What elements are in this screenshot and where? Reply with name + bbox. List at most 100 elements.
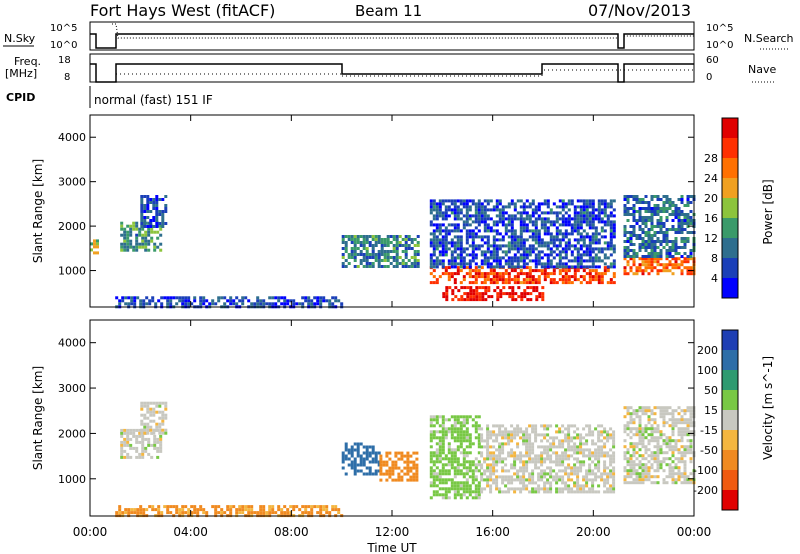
heatmap-cell bbox=[492, 472, 496, 476]
heatmap-cell bbox=[585, 205, 589, 209]
heatmap-cell bbox=[591, 484, 595, 488]
heatmap-cell bbox=[516, 238, 520, 242]
heatmap-cell bbox=[582, 478, 586, 482]
heatmap-cell bbox=[307, 511, 311, 515]
heatmap-cell bbox=[534, 436, 538, 440]
heatmap-cell bbox=[582, 259, 586, 263]
heatmap-cell bbox=[573, 463, 577, 467]
heatmap-cell bbox=[603, 211, 607, 215]
heatmap-cell bbox=[152, 216, 156, 219]
heatmap-cell bbox=[196, 511, 200, 515]
heatmap-cell bbox=[241, 296, 245, 300]
heatmap-cell bbox=[441, 259, 445, 263]
heatmap-cell bbox=[623, 272, 627, 276]
heatmap-cell bbox=[686, 451, 690, 455]
heatmap-cell bbox=[432, 418, 436, 422]
heatmap-cell bbox=[579, 487, 583, 491]
heatmap-cell bbox=[356, 469, 360, 473]
heatmap-cell bbox=[124, 511, 128, 515]
heatmap-cell bbox=[656, 263, 660, 267]
heatmap-cell bbox=[389, 262, 393, 265]
heatmap-cell bbox=[579, 259, 583, 263]
heatmap-cell bbox=[510, 199, 514, 203]
heatmap-cell bbox=[429, 475, 433, 479]
heatmap-cell bbox=[671, 409, 675, 413]
heatmap-cell bbox=[561, 451, 565, 455]
heatmap-cell bbox=[175, 511, 179, 515]
heatmap-cell bbox=[609, 214, 613, 218]
heatmap-cell bbox=[138, 242, 142, 246]
heatmap-cell bbox=[244, 296, 248, 300]
heatmap-cell bbox=[644, 201, 648, 204]
heatmap-cell bbox=[680, 222, 684, 225]
heatmap-cell bbox=[316, 505, 320, 509]
heatmap-cell bbox=[205, 511, 209, 515]
heatmap-cell bbox=[659, 240, 663, 243]
heatmap-cell bbox=[549, 253, 553, 257]
heatmap-cell bbox=[552, 439, 556, 443]
heatmap-cell bbox=[579, 223, 583, 227]
heatmap-cell bbox=[444, 235, 448, 239]
heatmap-cell bbox=[127, 302, 131, 306]
heatmap-cell bbox=[438, 460, 442, 464]
heatmap-cell bbox=[647, 252, 651, 255]
heatmap-cell bbox=[132, 428, 136, 432]
heatmap-cell bbox=[546, 253, 550, 257]
heatmap-cell bbox=[671, 201, 675, 204]
heatmap-cell bbox=[567, 223, 571, 227]
heatmap-cell bbox=[585, 272, 589, 276]
heatmap-cell bbox=[522, 226, 526, 230]
heatmap-cell bbox=[671, 448, 675, 452]
heatmap-cell bbox=[453, 484, 457, 488]
heatmap-cell bbox=[462, 493, 466, 497]
heatmap-cell bbox=[465, 223, 469, 227]
heatmap-cell bbox=[211, 299, 215, 303]
heatmap-cell bbox=[597, 211, 601, 215]
heatmap-cell bbox=[531, 244, 535, 248]
heatmap-cell bbox=[480, 445, 484, 449]
heatmap-cell bbox=[158, 410, 162, 414]
heatmap-cell bbox=[489, 244, 493, 248]
heatmap-cell bbox=[528, 460, 532, 464]
heatmap-cell bbox=[507, 436, 511, 440]
heatmap-cell bbox=[495, 424, 499, 428]
heatmap-cell bbox=[585, 478, 589, 482]
heatmap-cell bbox=[558, 272, 562, 276]
heatmap-cell bbox=[466, 292, 470, 296]
heatmap-cell bbox=[528, 259, 532, 263]
heatmap-cell bbox=[531, 457, 535, 461]
heatmap-cell bbox=[163, 296, 167, 300]
heatmap-cell bbox=[474, 235, 478, 239]
heatmap-cell bbox=[495, 232, 499, 236]
heatmap-cell bbox=[671, 257, 675, 261]
heatmap-cell bbox=[152, 410, 156, 414]
heatmap-cell bbox=[214, 302, 218, 306]
heatmap-cell bbox=[516, 445, 520, 449]
heatmap-cell bbox=[178, 296, 182, 300]
heatmap-cell bbox=[591, 262, 595, 266]
heatmap-cell bbox=[591, 220, 595, 224]
heatmap-cell bbox=[453, 256, 457, 260]
heatmap-cell bbox=[683, 466, 687, 470]
heatmap-cell bbox=[184, 505, 188, 509]
heatmap-cell bbox=[268, 296, 272, 300]
heatmap-cell bbox=[498, 448, 502, 452]
heatmap-cell bbox=[677, 472, 681, 476]
heatmap-cell bbox=[140, 401, 144, 405]
heatmap-cell bbox=[456, 415, 460, 419]
heatmap-cell bbox=[567, 487, 571, 491]
heatmap-cell bbox=[609, 238, 613, 242]
heatmap-cell bbox=[471, 232, 475, 236]
heatmap-cell bbox=[304, 296, 308, 300]
heatmap-cell bbox=[391, 469, 395, 473]
heatmap-cell bbox=[507, 223, 511, 227]
heatmap-cell bbox=[638, 406, 642, 410]
heatmap-cell bbox=[120, 233, 124, 237]
heatmap-cell bbox=[161, 210, 165, 213]
heatmap-cell bbox=[537, 275, 541, 279]
heatmap-cell bbox=[120, 440, 124, 444]
heatmap-cell bbox=[576, 241, 580, 245]
heatmap-cell bbox=[438, 469, 442, 473]
heatmap-cell bbox=[606, 202, 610, 206]
